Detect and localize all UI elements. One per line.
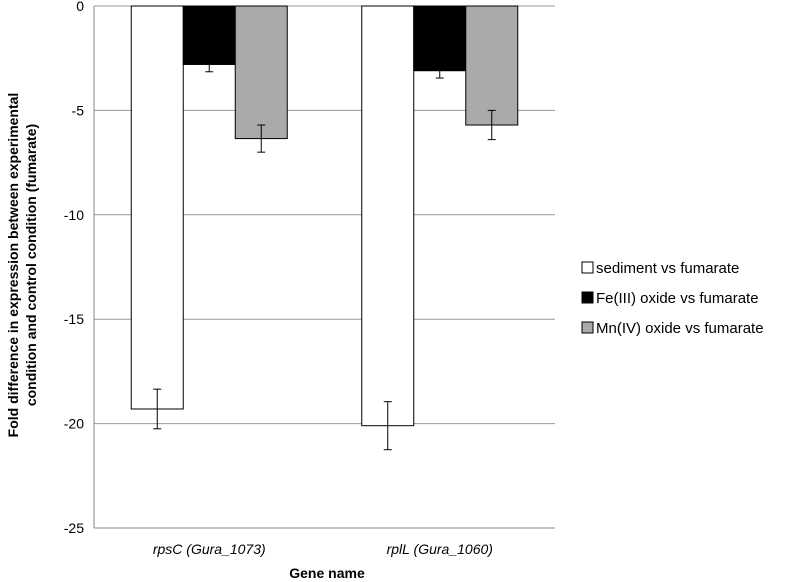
bar-1-0 [361, 5, 415, 427]
category-label: rpsC (Gura_1073) [153, 541, 266, 557]
bars [130, 5, 519, 427]
legend-label: Mn(IV) oxide vs fumarate [596, 320, 764, 337]
y-tick-label: -10 [64, 207, 84, 223]
bar-1-1 [413, 5, 467, 72]
legend-label: Fe(III) oxide vs fumarate [596, 290, 759, 307]
legend-swatch [581, 321, 594, 334]
x-axis-title: Gene name [289, 565, 365, 581]
y-axis-title-line-2: condition and control condition (fumarat… [23, 124, 39, 406]
bar-0-1 [182, 5, 236, 65]
error-bars [153, 56, 496, 451]
y-tick-label: -25 [64, 520, 84, 536]
y-tick-labels: 0 -5 -10 -15 -20 -25 [64, 0, 84, 536]
y-tick-label: 0 [76, 0, 84, 14]
axes [93, 6, 555, 529]
y-tick-label: -5 [72, 102, 85, 118]
y-tick-label: -20 [64, 416, 84, 432]
category-label: rplL (Gura_1060) [387, 541, 493, 557]
legend-label: sediment vs fumarate [596, 260, 739, 277]
y-axis-title-line-1: Fold difference in expression between ex… [5, 93, 21, 438]
legend-swatch [581, 261, 594, 274]
bar-1-2 [465, 5, 519, 126]
category-labels: rpsC (Gura_1073) rplL (Gura_1060) [153, 541, 493, 557]
legend: sediment vs fumarate Fe(III) oxide vs fum… [581, 260, 764, 337]
y-tick-label: -15 [64, 311, 84, 327]
bar-0-0 [130, 5, 184, 410]
legend-swatch [581, 291, 594, 304]
bar-0-2 [234, 5, 288, 140]
